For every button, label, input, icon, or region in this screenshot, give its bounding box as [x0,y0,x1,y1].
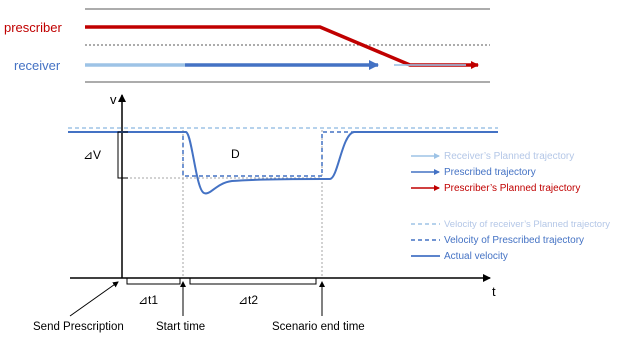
legend-label-receiver-planned: Receiver’s Planned trajectory [444,151,574,162]
x-axis-label: t [492,284,496,299]
start-time-label: Start time [156,321,205,333]
send-prescription-pointer [69,281,119,317]
scenario-end-time-label: Scenario end time [272,321,365,333]
legend-label-prescribed-velocity: Velocity of Prescribed trajectory [444,235,584,246]
legend-label-receiver-planned-velocity: Velocity of receiver’s Planned trajector… [444,219,610,230]
prescriber-lane-label: prescriber [4,20,62,35]
actual-velocity-curve [68,131,498,195]
legend-trajectories: Receiver’s Planned trajectory Prescribed… [411,151,580,194]
region-d-label: D [231,147,240,161]
delta-t1-label: ⊿t1 [138,293,158,307]
receiver-lane-label: receiver [14,58,61,73]
prescriber-trajectory-line [85,25,479,69]
legend-label-prescriber-planned: Prescriber’s Planned trajectory [444,183,580,194]
prescribed-velocity-line [68,131,498,177]
y-axis-label: v [110,92,117,107]
delta-t2-label: ⊿t2 [238,293,258,307]
send-prescription-label: Send Prescription [33,321,124,333]
delta-t1-bracket [126,278,181,285]
delta-v-label: ⊿V [83,148,101,162]
legend-velocities: Velocity of receiver’s Planned trajector… [411,219,610,262]
legend-label-prescribed: Prescribed trajectory [444,167,536,178]
delta-v-bracket [117,131,128,179]
legend-label-actual-velocity: Actual velocity [444,251,508,262]
delta-t2-bracket [189,278,317,285]
